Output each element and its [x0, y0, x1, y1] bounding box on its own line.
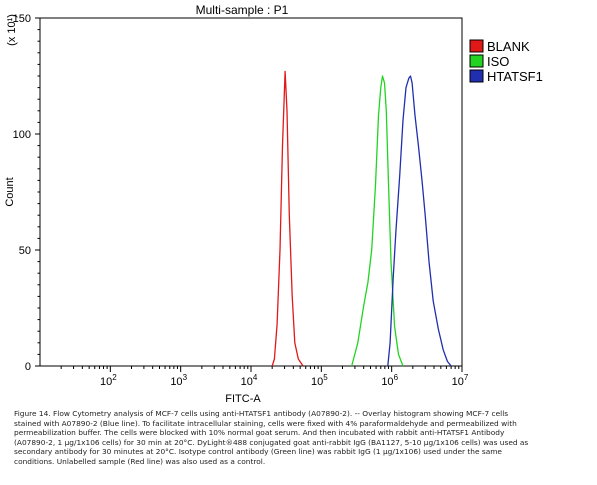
x-tick-label: 102 — [100, 373, 117, 388]
y-tick-label: 100 — [13, 129, 31, 141]
x-tick-exponent: 7 — [464, 373, 469, 382]
legend-swatch-htatsf1 — [469, 69, 484, 83]
x-tick-label: 105 — [311, 373, 328, 388]
y-tick-label: 0 — [25, 361, 31, 373]
y-axis-label: Count — [4, 177, 16, 206]
x-tick-exponent: 2 — [112, 373, 117, 382]
y-tick-label: 50 — [19, 245, 31, 257]
legend-label-blank: BLANK — [487, 39, 530, 54]
y-axis: 0 50 100 150 — [13, 13, 40, 373]
x-tick-label: 104 — [241, 373, 258, 388]
x-tick-exponent: 3 — [183, 373, 188, 382]
x-tick-base: 10 — [241, 376, 253, 388]
x-tick-label: 106 — [381, 373, 398, 388]
histogram-series — [271, 70, 452, 367]
legend-label-iso: ISO — [487, 54, 509, 69]
x-tick-exponent: 4 — [253, 373, 258, 382]
flow-cytometry-chart: Multi-sample : P1 (x 10¹) Count FITC-A 0… — [4, 3, 543, 405]
series-line-iso — [351, 75, 404, 367]
y-tick-label: 150 — [13, 13, 31, 25]
figure-caption: Figure 14. Flow Cytometry analysis of MC… — [14, 409, 529, 466]
y-axis-multiplier: (x 10¹) — [6, 14, 18, 46]
x-tick-exponent: 6 — [394, 373, 399, 382]
x-tick-exponent: 5 — [323, 373, 328, 382]
series-line-blank — [271, 70, 304, 367]
x-tick-label: 103 — [170, 373, 187, 388]
x-tick-base: 10 — [311, 376, 323, 388]
chart-title: Multi-sample : P1 — [196, 3, 289, 17]
x-tick-label: 107 — [452, 373, 469, 388]
x-tick-base: 10 — [452, 376, 464, 388]
x-axis-label: FITC-A — [225, 393, 261, 405]
series-line-htatsf1 — [387, 75, 452, 367]
legend-label-htatsf1: HTATSF1 — [487, 69, 543, 84]
x-axis: 102 103 104 105 106 107 — [60, 366, 469, 388]
x-tick-base: 10 — [170, 376, 182, 388]
legend-swatch-iso — [469, 54, 484, 68]
x-tick-base: 10 — [381, 376, 393, 388]
legend-swatch-blank — [469, 39, 484, 53]
x-tick-base: 10 — [100, 376, 112, 388]
